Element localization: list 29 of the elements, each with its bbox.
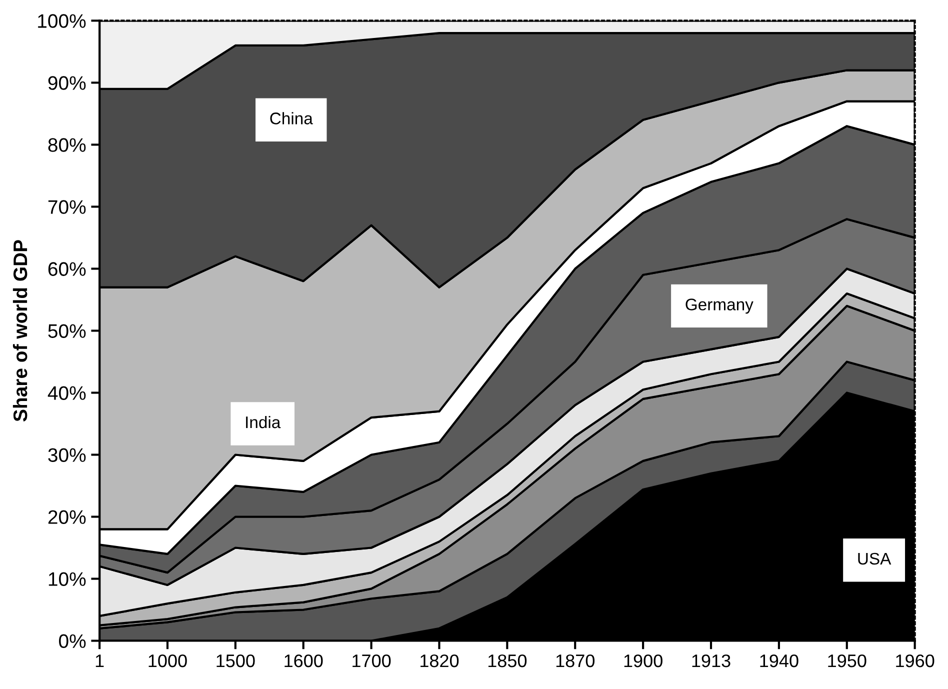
x-tick-label: 1000 [148, 654, 187, 668]
annotation: China [270, 112, 313, 124]
y-tick-label: 70% [48, 200, 86, 214]
x-tick-label: 1870 [556, 654, 594, 668]
x-tick-label: 1913 [692, 654, 730, 668]
x-tick-label: 1850 [488, 654, 527, 668]
y-tick-label: 10% [48, 572, 86, 586]
y-tick-label: 100% [38, 14, 86, 28]
annotation: USA [858, 552, 892, 565]
x-tick-label: 1960 [896, 654, 934, 668]
y-tick-label: 30% [48, 448, 86, 462]
y-tick-label: 40% [48, 386, 86, 400]
y-axis-title: Share of world GDP [12, 240, 28, 422]
annotation: India [246, 416, 281, 428]
x-tick-label: 1700 [352, 654, 391, 668]
y-tick-label: 50% [48, 324, 86, 338]
x-tick-label: 1950 [828, 654, 866, 668]
y-tick-label: 20% [48, 510, 86, 524]
y-tick-label: 80% [48, 138, 86, 152]
annotation: Germany [686, 298, 754, 314]
y-tick-label: 0% [59, 634, 86, 648]
x-tick-label: 1500 [216, 654, 255, 668]
x-tick-label: 1940 [760, 654, 798, 668]
x-tick-label: 1 [96, 654, 104, 668]
y-tick-label: 60% [48, 262, 86, 276]
y-tick-label: 90% [48, 76, 86, 90]
x-tick-label: 1900 [624, 654, 662, 668]
x-tick-label: 1600 [284, 654, 323, 668]
x-tick-label: 1820 [420, 654, 459, 668]
